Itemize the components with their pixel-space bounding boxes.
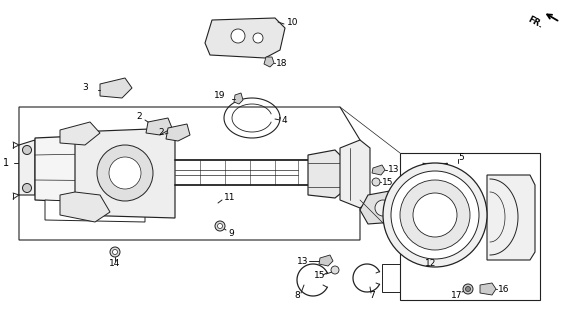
- Text: 3: 3: [83, 83, 88, 92]
- Text: 17: 17: [451, 292, 462, 300]
- Circle shape: [110, 247, 120, 257]
- Circle shape: [391, 171, 479, 259]
- Circle shape: [113, 250, 118, 254]
- Text: 12: 12: [425, 260, 436, 268]
- Circle shape: [331, 266, 339, 274]
- Polygon shape: [60, 192, 110, 222]
- Polygon shape: [308, 150, 345, 198]
- Polygon shape: [340, 140, 370, 208]
- Polygon shape: [19, 107, 360, 240]
- Polygon shape: [360, 190, 402, 224]
- Polygon shape: [319, 255, 333, 266]
- Text: FR.: FR.: [526, 14, 544, 30]
- Text: 11: 11: [224, 193, 235, 202]
- Polygon shape: [19, 140, 35, 195]
- Circle shape: [463, 284, 473, 294]
- Circle shape: [466, 286, 470, 292]
- Text: 7: 7: [369, 291, 375, 300]
- Polygon shape: [234, 93, 243, 104]
- Polygon shape: [166, 124, 190, 141]
- Text: 19: 19: [213, 91, 225, 100]
- Polygon shape: [372, 165, 385, 175]
- Text: 15: 15: [313, 271, 325, 281]
- Polygon shape: [205, 18, 285, 58]
- Circle shape: [383, 163, 487, 267]
- Text: 2: 2: [158, 127, 164, 137]
- Circle shape: [253, 33, 263, 43]
- Text: 16: 16: [498, 284, 509, 293]
- Polygon shape: [264, 57, 274, 67]
- Polygon shape: [100, 78, 132, 98]
- Circle shape: [23, 183, 32, 193]
- Polygon shape: [35, 133, 145, 205]
- Text: 13: 13: [388, 164, 399, 173]
- Text: 8: 8: [294, 291, 300, 300]
- Circle shape: [23, 146, 32, 155]
- Polygon shape: [487, 175, 535, 260]
- Bar: [410, 255, 470, 290]
- Polygon shape: [400, 153, 540, 300]
- Circle shape: [215, 221, 225, 231]
- Polygon shape: [60, 122, 100, 145]
- Polygon shape: [480, 283, 496, 295]
- Text: 15: 15: [382, 178, 394, 187]
- Text: 1: 1: [3, 158, 9, 168]
- Circle shape: [400, 180, 470, 250]
- Text: 5: 5: [458, 153, 464, 162]
- Circle shape: [97, 145, 153, 201]
- Polygon shape: [146, 118, 172, 135]
- Circle shape: [109, 157, 141, 189]
- Circle shape: [413, 193, 457, 237]
- Polygon shape: [45, 200, 145, 222]
- Text: 13: 13: [297, 257, 308, 266]
- Circle shape: [372, 178, 380, 186]
- Circle shape: [231, 29, 245, 43]
- Text: 6: 6: [386, 209, 392, 218]
- Text: 18: 18: [276, 59, 287, 68]
- Text: 4: 4: [282, 116, 287, 124]
- Circle shape: [218, 223, 223, 228]
- Bar: [382, 264, 400, 292]
- Text: 14: 14: [109, 259, 121, 268]
- Text: 10: 10: [287, 18, 298, 27]
- Circle shape: [375, 200, 391, 216]
- Text: 9: 9: [228, 228, 234, 237]
- Text: 2: 2: [136, 111, 141, 121]
- Polygon shape: [75, 128, 175, 218]
